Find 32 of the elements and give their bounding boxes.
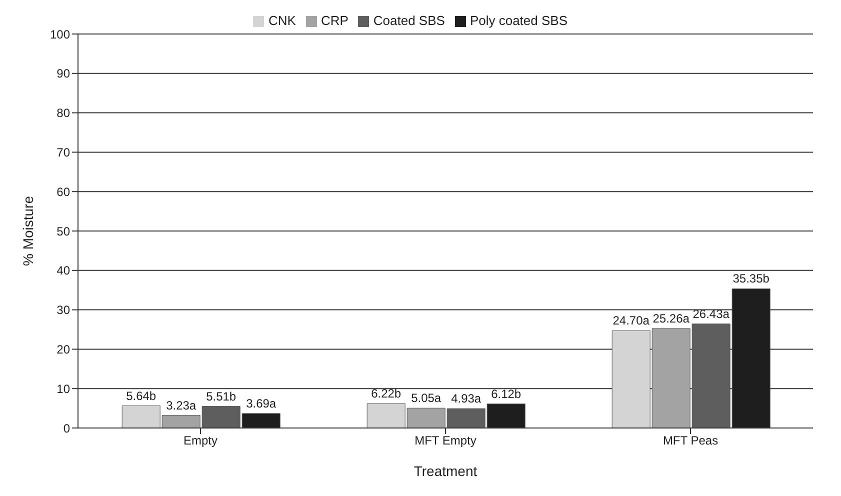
y-tick-label: 60 — [56, 184, 70, 199]
y-tick-label: 90 — [56, 66, 70, 81]
data-label: 3.69a — [246, 396, 276, 410]
legend-label: Poly coated SBS — [470, 13, 568, 28]
data-label: 5.51b — [206, 389, 236, 404]
y-tick-label: 10 — [56, 382, 70, 396]
y-axis-title: % Moisture — [20, 196, 36, 266]
y-tick-label: 40 — [56, 264, 70, 278]
data-label: 3.23a — [166, 398, 196, 412]
legend-label: CRP — [320, 13, 348, 28]
legend-label: CNK — [268, 13, 296, 28]
data-label: 6.12b — [491, 386, 522, 401]
y-tick-label: 80 — [56, 106, 70, 120]
data-label: 5.64b — [126, 388, 156, 403]
data-label: 25.26a — [652, 311, 690, 326]
x-axis-title: Treatment — [414, 463, 478, 479]
y-tick-label: 0 — [63, 421, 70, 436]
x-tick-label: MFT Empty — [414, 434, 476, 448]
data-label: 26.43a — [692, 306, 730, 321]
legend-label: Coated SBS — [373, 13, 445, 28]
x-tick-label: MFT Peas — [662, 434, 718, 448]
data-label: 24.70a — [612, 314, 650, 328]
data-label: 4.93a — [451, 392, 482, 406]
data-label: 6.22b — [371, 386, 402, 400]
data-label: 5.05a — [411, 391, 442, 406]
y-tick-label: 50 — [56, 224, 70, 238]
y-tick-label: 30 — [56, 303, 70, 318]
y-tick-label: 100 — [50, 27, 70, 42]
y-tick-label: 20 — [56, 342, 70, 356]
data-label: 35.35b — [732, 272, 770, 286]
y-tick-label: 70 — [56, 145, 70, 160]
x-tick-label: Empty — [183, 434, 218, 448]
